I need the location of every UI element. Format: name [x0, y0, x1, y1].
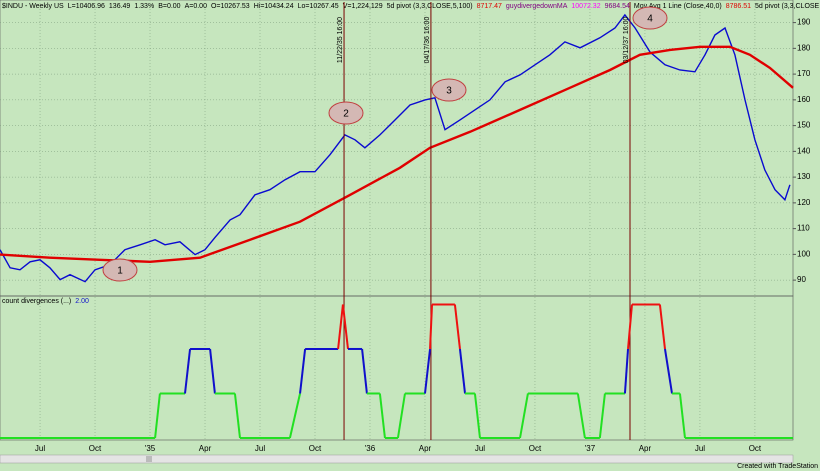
indicator-segment: [154, 393, 161, 439]
annotation-ellipse: [431, 78, 467, 102]
indicator-segment: [473, 393, 481, 439]
header-item: O=10267.53: [211, 3, 250, 10]
x-tick-label: Oct: [309, 444, 322, 453]
y-tick-label: 120: [797, 198, 811, 207]
indicator-segment: [519, 393, 529, 439]
x-tick-label: Apr: [639, 444, 652, 453]
marker-label: 11/22/35 16:00: [337, 17, 344, 63]
header-item: 8717.47: [477, 3, 502, 10]
header-item: 10072.32: [571, 3, 600, 10]
y-tick-label: 90: [797, 275, 806, 284]
indicator-segment: [429, 304, 434, 350]
marker-label: 04/17/36 16:00: [424, 17, 431, 64]
header: $INDU - Weekly US L=10406.96 136.49 1.33% B=…: [2, 3, 820, 10]
indicator-segment: [233, 393, 241, 439]
header-item: $INDU - Weekly US: [2, 3, 64, 10]
header-item: A=0.00: [185, 3, 207, 10]
scroll-thumb[interactable]: [146, 456, 152, 462]
indicator-segment: [299, 348, 307, 394]
x-tick-label: Jul: [35, 444, 45, 453]
indicator-segment: [663, 348, 674, 394]
x-tick-label: Apr: [199, 444, 212, 453]
indicator-readout: 2.00: [75, 298, 89, 305]
indicator-segment: [458, 348, 467, 394]
indicator-segment: [396, 393, 406, 439]
marker-label: 03/12/37 16:00: [623, 17, 630, 64]
x-tick-label: Oct: [529, 444, 542, 453]
header-item: 1.33%: [134, 3, 154, 10]
indicator-segment: [627, 304, 633, 350]
price-panel: [0, 0, 794, 297]
price-line: [0, 45, 794, 264]
indicator-segment: [341, 304, 349, 350]
indicator-segment: [184, 348, 192, 394]
indicator-segment: [453, 304, 461, 350]
x-tick-label: Oct: [749, 444, 762, 453]
indicator-segment: [658, 304, 666, 350]
footer: Created with TradeStation: [737, 463, 818, 470]
indicator-segment: [209, 348, 216, 394]
y-tick-label: 170: [797, 69, 811, 78]
indicator-segment: [337, 304, 344, 350]
indicator-panel: [0, 295, 794, 441]
annotation-ellipse: [328, 101, 364, 125]
header-item: guydivergedownMA: [506, 3, 568, 10]
annotation-label: 1: [117, 266, 123, 277]
header-item: L=10406.96: [68, 3, 105, 10]
header-item: Hi=10434.24: [254, 3, 294, 10]
header-item: Lo=10267.45: [298, 3, 339, 10]
indicator-segment: [361, 348, 368, 394]
x-tick-label: Jul: [695, 444, 705, 453]
header-item: 136.49: [109, 3, 131, 10]
header-item: 8786.51: [726, 3, 751, 10]
annotation-ellipse: [632, 6, 668, 30]
indicator-segment: [288, 393, 302, 439]
header-item: V=1,224,129: [343, 3, 383, 10]
indicator-title: count divergences (...) 2.00: [2, 298, 89, 305]
x-tick-label: '36: [365, 444, 376, 453]
y-tick-label: 190: [797, 18, 811, 27]
header-item: Mov Avg 1 Line (Close,40,0): [634, 3, 722, 10]
header-item: B=0.00: [158, 3, 180, 10]
x-tick-label: '35: [145, 444, 156, 453]
indicator-name: count divergences (...): [2, 298, 71, 305]
indicator-segment: [623, 348, 630, 394]
x-tick-label: Oct: [89, 444, 102, 453]
header-item: 5d pivot (3,3,CLOSE: [755, 3, 820, 10]
x-tick-label: '37: [585, 444, 596, 453]
annotation-ellipse: [102, 258, 138, 282]
indicator-segment: [576, 393, 586, 439]
annotation-label: 4: [647, 14, 653, 25]
indicator-segment: [678, 393, 686, 439]
indicator-segment: [378, 393, 386, 439]
annotation-label: 3: [446, 86, 452, 97]
annotation-label: 2: [343, 109, 349, 120]
x-tick-label: Apr: [419, 444, 432, 453]
header-item: 5d pivot (3,3,CLOSE,5,100): [387, 3, 473, 10]
indicator-segment: [423, 348, 432, 394]
indicator-segment: [598, 393, 606, 439]
y-tick-label: 150: [797, 121, 811, 130]
x-tick-label: Jul: [475, 444, 485, 453]
y-tick-label: 140: [797, 146, 811, 155]
y-tick-label: 130: [797, 172, 811, 181]
y-tick-label: 160: [797, 95, 811, 104]
scrollbar[interactable]: [0, 454, 794, 464]
x-tick-label: Jul: [255, 444, 265, 453]
y-tick-label: 110: [797, 224, 810, 233]
y-tick-label: 100: [797, 249, 811, 258]
header-item: 9684.54: [605, 3, 630, 10]
y-tick-label: 180: [797, 43, 811, 52]
